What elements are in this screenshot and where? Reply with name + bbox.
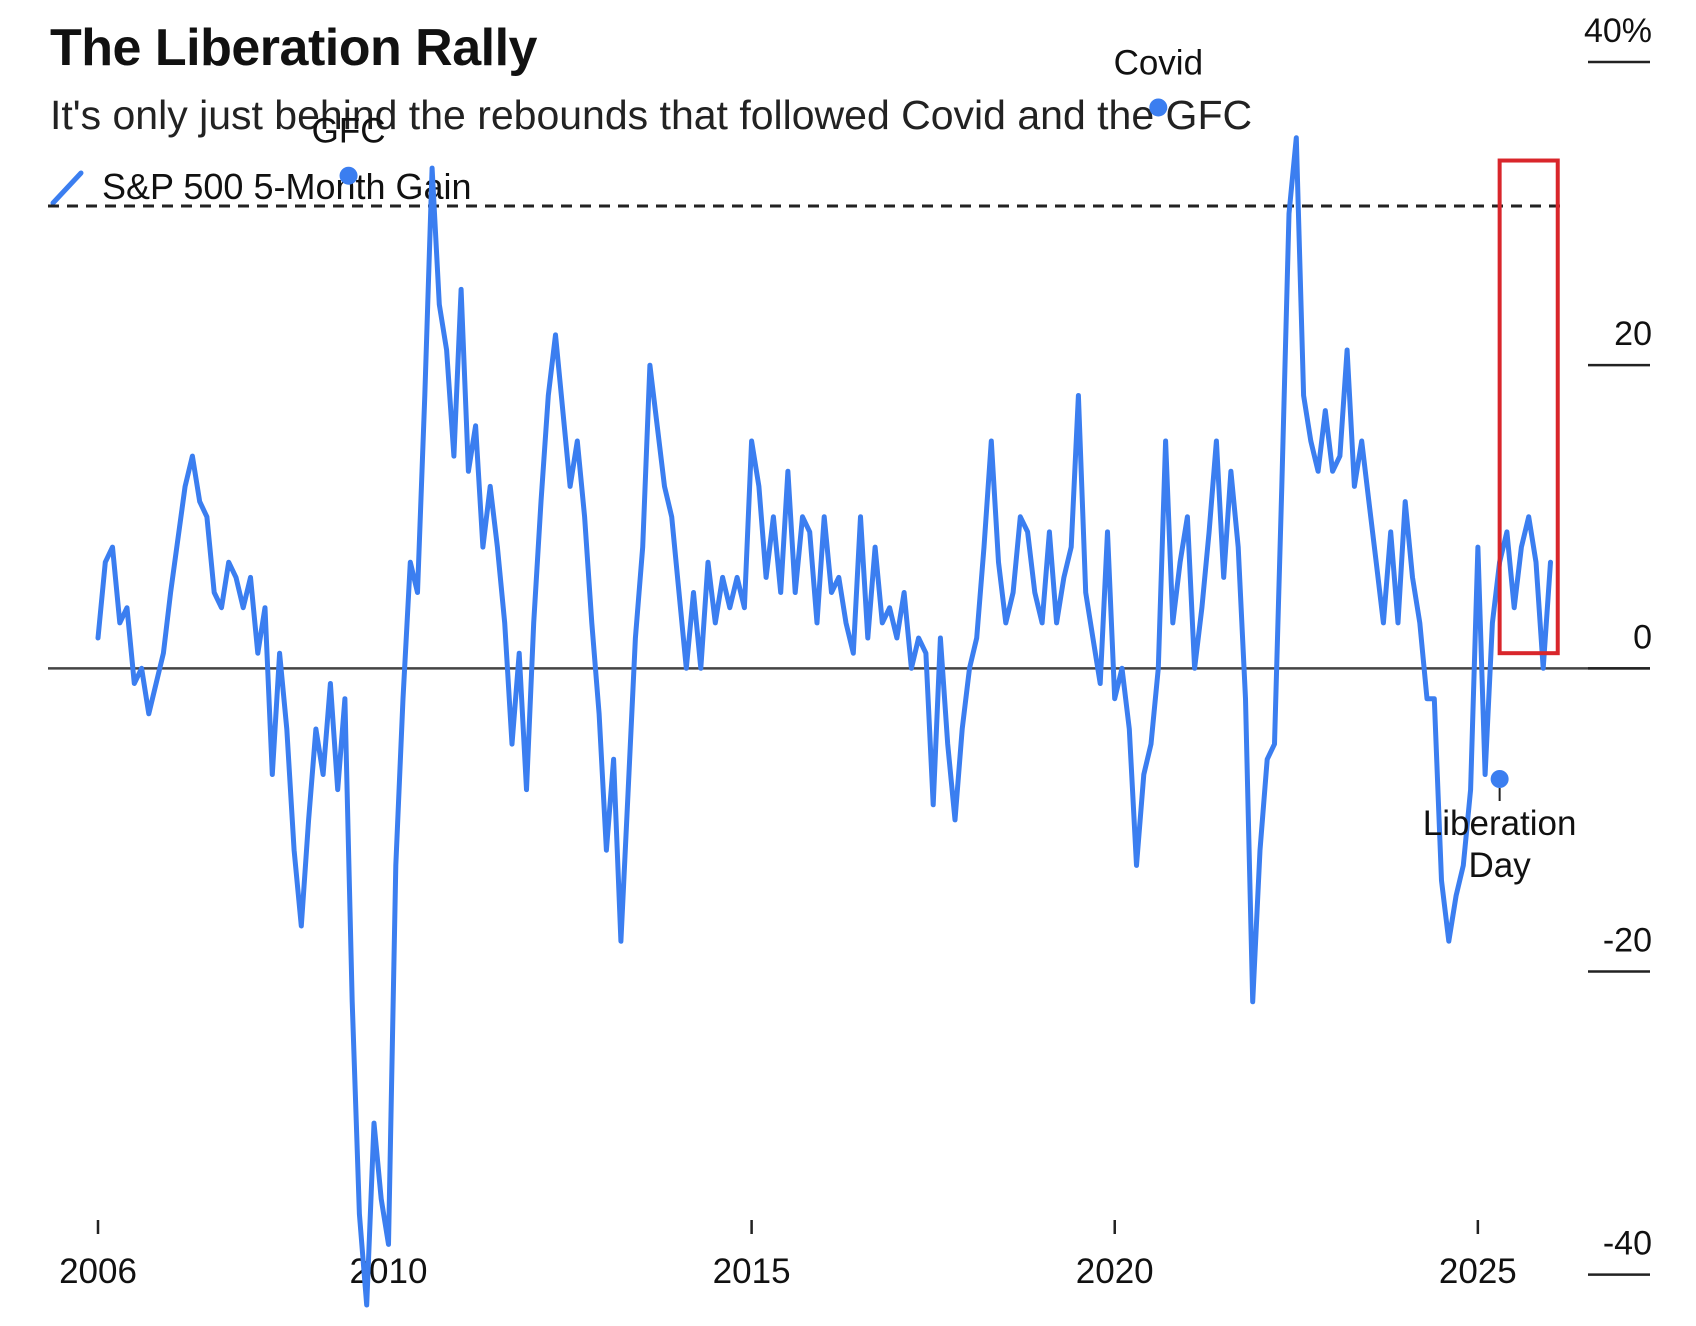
y-axis-tick-label: 20 <box>1614 315 1652 353</box>
highlight-box <box>1497 158 1560 656</box>
legend-entry-label: S&P 500 5-Month Gain <box>102 166 472 207</box>
annotation-marker-liberation-day <box>1490 769 1509 788</box>
y-axis-tick-label: 0 <box>1633 618 1652 656</box>
annotation-label-gfc: GFC <box>312 112 386 151</box>
page-title: The Liberation Rally <box>50 19 537 77</box>
annotation-label-covid: Covid <box>1114 43 1203 82</box>
annotation-label-day: Day <box>1469 846 1532 885</box>
annotation-marker-gfc <box>339 166 358 185</box>
x-axis-tick-label: 2015 <box>713 1252 791 1291</box>
x-axis-tick-label: 2025 <box>1439 1252 1517 1291</box>
annotation-label-liberation: Liberation <box>1423 804 1577 843</box>
chart-subtitle: It's only just behind the rebounds that … <box>50 92 1253 138</box>
chart-legend: S&P 500 5-Month Gain <box>50 162 472 212</box>
x-axis-tick-label: 2006 <box>59 1252 137 1291</box>
y-axis-tick-label: 40% <box>1584 12 1652 50</box>
series-line-sp500-5-month-gain <box>95 135 1553 1308</box>
y-axis-tick-label: -40 <box>1603 1225 1652 1263</box>
x-axis-tick-label: 2020 <box>1076 1252 1154 1291</box>
legend-swatch-line-icon <box>50 170 84 206</box>
annotation-marker-covid <box>1149 98 1168 117</box>
y-axis-tick-label: -20 <box>1603 922 1652 960</box>
